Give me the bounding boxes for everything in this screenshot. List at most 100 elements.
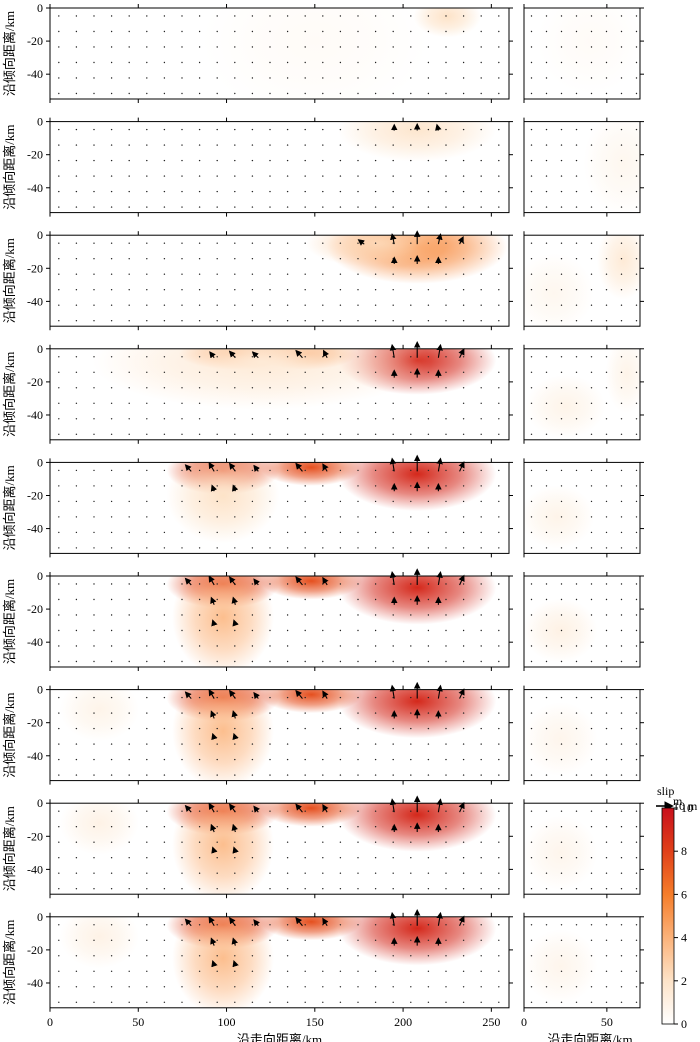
grid-node bbox=[410, 774, 412, 776]
grid-node bbox=[530, 402, 533, 404]
y-tick-label: 0 bbox=[37, 342, 43, 356]
grid-node bbox=[410, 645, 412, 647]
grid-node bbox=[251, 15, 254, 17]
grid-node bbox=[286, 190, 289, 193]
grid-node bbox=[575, 500, 578, 503]
grid-node bbox=[286, 175, 289, 177]
grid-node bbox=[410, 320, 412, 322]
grid-node bbox=[374, 712, 377, 714]
slip-vector-arrow bbox=[209, 351, 216, 359]
grid-node bbox=[181, 206, 183, 208]
grid-node bbox=[462, 356, 465, 358]
grid-node bbox=[605, 500, 608, 503]
grid-node bbox=[605, 629, 608, 632]
grid-node bbox=[374, 774, 377, 776]
grid-node bbox=[216, 206, 218, 208]
grid-node bbox=[410, 614, 412, 616]
grid-node bbox=[181, 15, 183, 17]
grid-node bbox=[575, 258, 578, 260]
slip-vector-arrow bbox=[208, 802, 215, 813]
grid-node bbox=[575, 712, 578, 714]
grid-node bbox=[498, 939, 500, 941]
grid-node bbox=[304, 371, 306, 373]
grid-node bbox=[620, 924, 623, 926]
grid-node bbox=[445, 61, 447, 64]
grid-node bbox=[216, 387, 218, 389]
grid-node bbox=[75, 841, 78, 843]
grid-node bbox=[374, 15, 377, 17]
grid-node bbox=[620, 46, 623, 48]
grid-node bbox=[590, 433, 593, 435]
grid-node bbox=[575, 758, 578, 761]
grid-node bbox=[462, 970, 465, 972]
grid-node bbox=[304, 77, 306, 79]
grid-node bbox=[635, 371, 638, 373]
grid-node bbox=[269, 304, 271, 306]
grid-node bbox=[357, 320, 359, 322]
grid-node bbox=[128, 356, 130, 358]
grid-node bbox=[498, 128, 500, 131]
grid-node bbox=[605, 939, 608, 941]
grid-node bbox=[392, 175, 394, 177]
grid-node bbox=[590, 955, 593, 957]
grid-node bbox=[181, 939, 183, 941]
grid-node bbox=[545, 206, 548, 208]
grid-node bbox=[322, 402, 324, 404]
grid-node bbox=[163, 743, 166, 745]
grid-node bbox=[269, 15, 271, 17]
grid-node bbox=[498, 645, 500, 647]
grid-node bbox=[392, 758, 394, 761]
grid-node bbox=[498, 857, 500, 859]
grid-node bbox=[427, 159, 430, 162]
grid-node bbox=[590, 320, 593, 322]
grid-node bbox=[198, 190, 201, 193]
grid-node bbox=[234, 289, 236, 291]
grid-node bbox=[322, 30, 324, 33]
grid-node bbox=[146, 531, 148, 534]
grid-node bbox=[128, 727, 130, 730]
grid-node bbox=[374, 872, 377, 874]
grid-node bbox=[605, 986, 608, 988]
grid-node bbox=[545, 660, 548, 663]
grid-node bbox=[304, 30, 306, 33]
grid-node bbox=[620, 939, 623, 941]
grid-node bbox=[462, 433, 465, 435]
grid-node bbox=[234, 77, 236, 79]
grid-node bbox=[110, 289, 113, 291]
slip-vector-arrow bbox=[436, 684, 443, 699]
grid-node bbox=[75, 206, 78, 208]
grid-node bbox=[110, 30, 113, 33]
grid-node bbox=[339, 402, 342, 404]
grid-node bbox=[251, 583, 254, 585]
grid-node bbox=[198, 598, 201, 601]
grid-node bbox=[605, 77, 608, 79]
grid-node bbox=[304, 144, 306, 146]
y-axis-label: 沿倾向距离/km bbox=[2, 465, 17, 550]
slip-vector-arrow bbox=[436, 343, 443, 358]
grid-node bbox=[234, 660, 236, 663]
grid-node bbox=[304, 810, 306, 812]
grid-node bbox=[560, 924, 563, 926]
grid-node bbox=[322, 356, 324, 358]
grid-node bbox=[545, 614, 548, 616]
grid-node bbox=[545, 500, 548, 503]
grid-node bbox=[374, 758, 377, 761]
grid-node bbox=[146, 356, 148, 358]
grid-node bbox=[620, 485, 623, 487]
grid-node bbox=[357, 242, 359, 244]
grid-node bbox=[146, 304, 148, 306]
grid-node bbox=[146, 15, 148, 17]
grid-node bbox=[75, 712, 78, 714]
grid-node bbox=[269, 516, 271, 518]
grid-node bbox=[216, 469, 218, 472]
grid-node bbox=[530, 939, 533, 941]
y-tick-label: 0 bbox=[37, 228, 43, 242]
grid-node bbox=[530, 485, 533, 487]
grid-node bbox=[530, 645, 533, 647]
grid-node bbox=[146, 857, 148, 859]
grid-node bbox=[620, 92, 623, 95]
grid-node bbox=[560, 583, 563, 585]
grid-node bbox=[560, 418, 563, 420]
grid-node bbox=[498, 242, 500, 244]
